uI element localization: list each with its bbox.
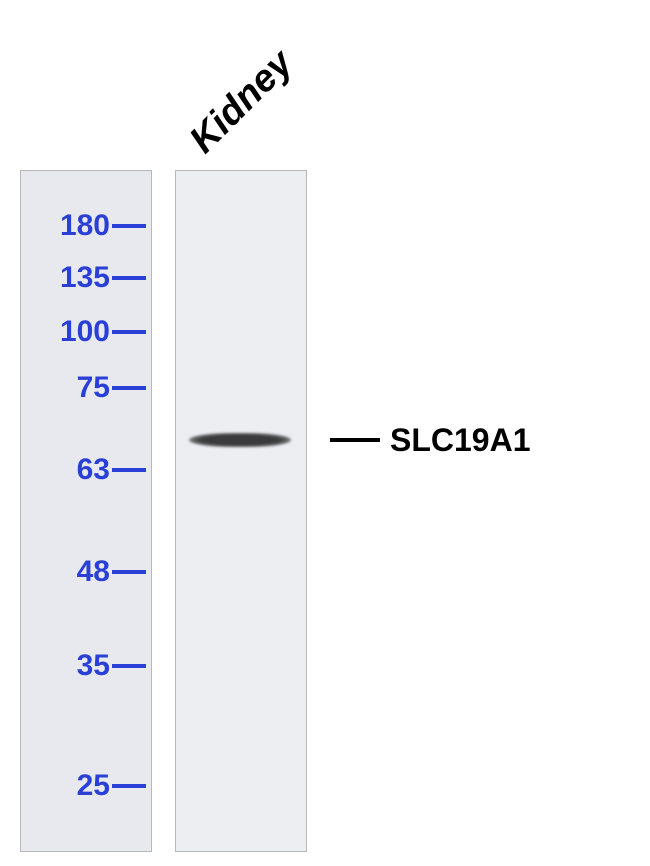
mw-label: 63 — [0, 455, 110, 485]
mw-tick — [112, 276, 146, 280]
mw-label: 35 — [0, 651, 110, 681]
mw-label: 48 — [0, 557, 110, 587]
mw-label: 180 — [0, 211, 110, 241]
band-label-text: SLC19A1 — [390, 424, 531, 456]
sample-lane — [175, 170, 307, 852]
mw-tick — [112, 224, 146, 228]
mw-tick — [112, 784, 146, 788]
sample-lane-header: Kidney — [183, 44, 299, 160]
mw-tick — [112, 664, 146, 668]
mw-tick — [112, 386, 146, 390]
mw-label: 100 — [0, 317, 110, 347]
mw-label: 75 — [0, 373, 110, 403]
mw-label: 25 — [0, 771, 110, 801]
mw-label: 135 — [0, 263, 110, 293]
mw-tick — [112, 468, 146, 472]
band-label-tick — [330, 438, 380, 442]
blot-figure: Kidney SLC19A1 180 135 100 75 63 48 35 25 — [0, 0, 650, 866]
mw-tick — [112, 570, 146, 574]
protein-band — [189, 433, 290, 447]
mw-tick — [112, 330, 146, 334]
